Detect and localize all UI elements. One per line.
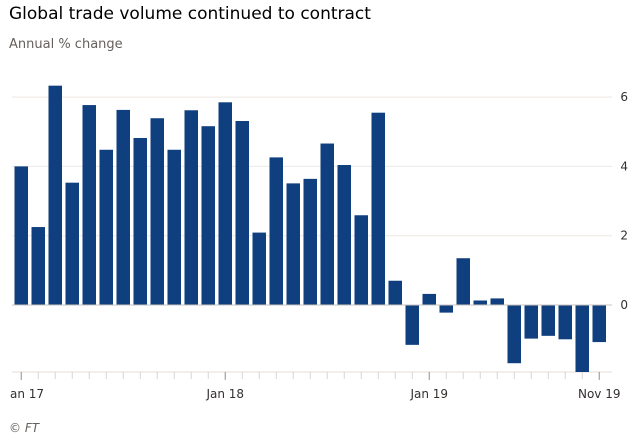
- x-tick-label: Nov 19: [578, 387, 621, 401]
- bar-jul-17: [116, 109, 130, 305]
- y-tick-label: 6: [620, 90, 628, 104]
- chart-title: Global trade volume continued to contrac…: [9, 4, 371, 24]
- bar-feb-18: [235, 121, 249, 305]
- bar-nov-17: [184, 110, 198, 305]
- bar-feb-19: [439, 305, 453, 313]
- x-tick-label: Jan 19: [409, 387, 448, 401]
- bar-mar-17: [48, 85, 62, 305]
- chart-subtitle: Annual % change: [9, 37, 123, 52]
- bar-sep-19: [558, 305, 572, 340]
- bar-jan-19: [422, 293, 436, 305]
- bar-sep-17: [150, 118, 164, 305]
- bar-oct-17: [167, 149, 181, 305]
- bar-aug-17: [133, 137, 147, 305]
- y-tick-label: 4: [620, 159, 628, 173]
- bar-apr-19: [473, 300, 487, 305]
- bar-sep-18: [354, 215, 368, 305]
- bar-jun-18: [303, 178, 317, 305]
- bar-jun-19: [507, 305, 521, 364]
- bar-dec-17: [201, 126, 215, 306]
- bar-aug-18: [337, 165, 351, 305]
- bar-jul-19: [524, 305, 538, 339]
- bar-mar-19: [456, 258, 470, 305]
- bar-oct-18: [371, 112, 385, 305]
- bar-may-18: [286, 183, 300, 305]
- bar-apr-18: [269, 157, 283, 305]
- bar-jan-17: [14, 166, 28, 305]
- bar-jun-17: [99, 149, 113, 305]
- bar-nov-19: [592, 305, 606, 343]
- bar-jan-18: [218, 102, 232, 305]
- y-tick-label: 0: [620, 298, 628, 312]
- y-tick-label: 2: [620, 229, 628, 243]
- source-credit: © FT: [9, 421, 40, 435]
- bar-dec-18: [405, 305, 419, 345]
- bar-mar-18: [252, 232, 266, 305]
- bar-apr-17: [65, 182, 79, 305]
- bar-may-19: [490, 298, 504, 305]
- x-tick-label: an 17: [10, 387, 44, 401]
- bar-nov-18: [388, 280, 402, 305]
- x-tick-label: Jan 18: [205, 387, 244, 401]
- bar-aug-19: [541, 305, 555, 336]
- bar-jul-18: [320, 143, 334, 305]
- bar-oct-19: [575, 305, 589, 372]
- bar-feb-17: [31, 227, 45, 305]
- bar-may-17: [82, 105, 96, 305]
